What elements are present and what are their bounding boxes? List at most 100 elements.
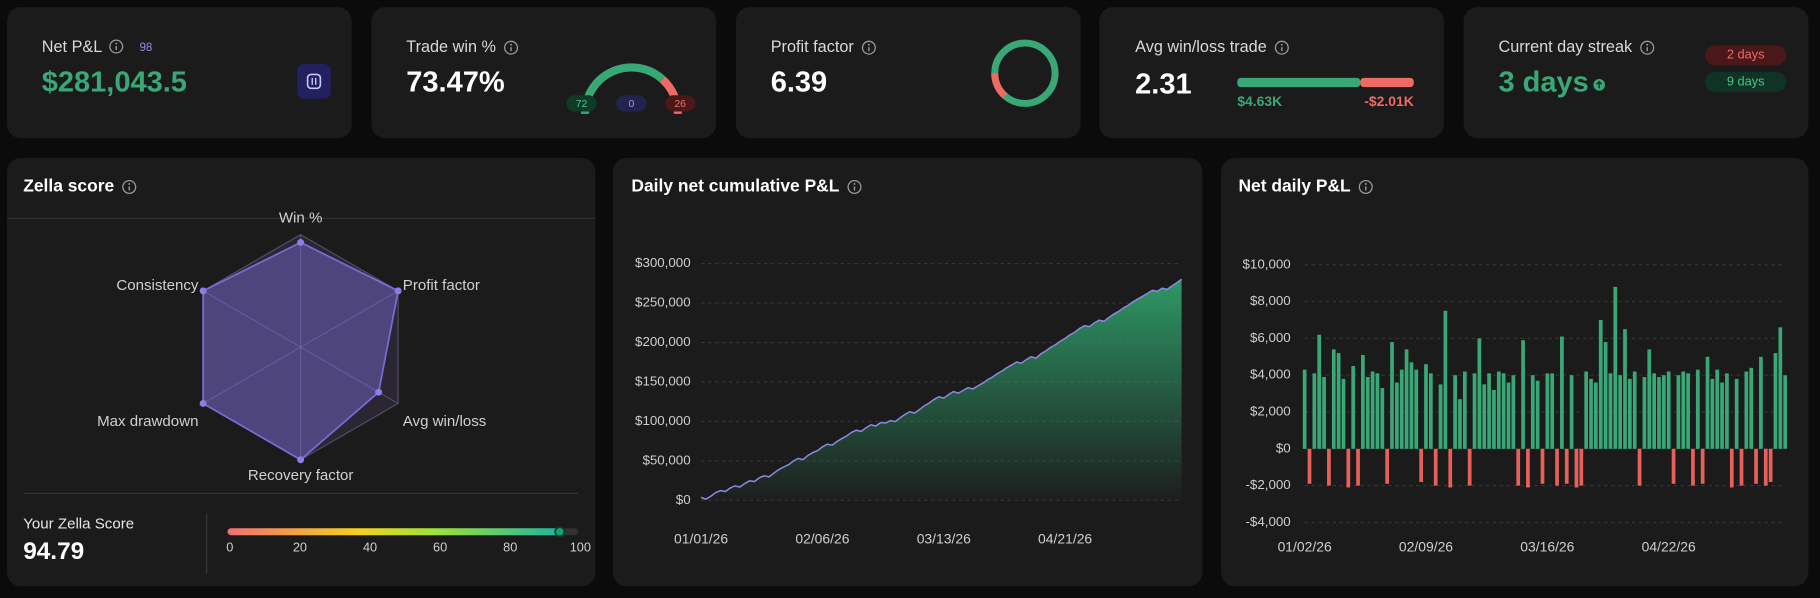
y-tick-label: $10,000 — [1243, 256, 1291, 271]
info-icon — [1646, 43, 1649, 46]
radar-spoke — [300, 346, 399, 404]
bar — [1433, 448, 1438, 486]
bar — [1535, 380, 1540, 449]
bar — [1428, 373, 1433, 449]
bar — [1361, 354, 1365, 449]
card — [1463, 7, 1809, 139]
bar — [1380, 388, 1385, 449]
bar — [1555, 448, 1559, 486]
radar-label: Consistency — [116, 277, 199, 294]
radar-point — [375, 388, 383, 396]
bar — [1370, 371, 1375, 449]
info-icon — [1364, 183, 1367, 185]
bar — [1477, 338, 1482, 449]
count-badge: 98 — [139, 41, 152, 54]
bar — [1322, 377, 1326, 449]
bar — [1472, 373, 1477, 449]
bar — [1768, 448, 1773, 482]
score-value: 94.79 — [23, 538, 84, 565]
bar — [1404, 349, 1409, 449]
score-tick-label: 100 — [570, 539, 591, 554]
bar — [1754, 448, 1758, 484]
bar — [1564, 448, 1569, 484]
bar — [1783, 375, 1788, 449]
bar — [1642, 377, 1647, 449]
radar-spoke — [300, 290, 399, 348]
info-icon — [1640, 40, 1655, 55]
info-icon — [504, 40, 519, 55]
bar — [1521, 340, 1525, 449]
bar — [1317, 334, 1322, 449]
y-tick-label: -$4,000 — [1245, 514, 1290, 529]
info-icon — [867, 43, 870, 46]
bar — [1467, 448, 1472, 486]
info-icon — [847, 179, 862, 195]
bar — [1540, 448, 1545, 484]
bar — [1763, 448, 1768, 486]
bar — [1671, 448, 1676, 484]
bar — [1589, 378, 1593, 449]
y-tick-label: $150,000 — [635, 374, 691, 389]
bar — [1715, 369, 1720, 449]
bar — [1458, 399, 1462, 449]
radar-label: Win % — [279, 209, 323, 226]
score-bar — [227, 528, 560, 536]
card-title: Net P&L — [42, 38, 103, 56]
bar — [1632, 371, 1637, 449]
line — [700, 278, 1183, 501]
win-label: $4.63K — [1237, 93, 1282, 109]
bar — [1545, 373, 1550, 449]
bar — [1613, 286, 1618, 449]
title: Avg win/loss trade — [1135, 38, 1267, 56]
bar — [1623, 329, 1627, 449]
title: Net daily P&L — [1238, 176, 1351, 196]
score-tick-label: 40 — [363, 539, 377, 554]
bar — [1637, 448, 1642, 486]
radar-label: Profit factor — [403, 277, 480, 294]
count-label: 72 — [576, 99, 588, 110]
info-icon — [861, 40, 876, 55]
y-tick-label: $0 — [1276, 440, 1291, 455]
bar — [1657, 377, 1661, 449]
bar — [1419, 448, 1423, 482]
loss-bar — [1360, 77, 1414, 88]
x-tick-label: 04/21/26 — [1038, 531, 1092, 547]
bar — [1598, 319, 1603, 449]
y-tick-label: $100,000 — [635, 413, 691, 428]
radar-point — [297, 238, 305, 246]
bar — [1356, 448, 1360, 486]
score-tick-label: 60 — [433, 539, 447, 554]
y-tick-label: $250,000 — [635, 295, 691, 310]
bar — [1686, 373, 1690, 449]
info-icon — [122, 179, 137, 195]
bar — [1516, 448, 1521, 486]
bar — [1705, 356, 1710, 449]
bar — [1584, 371, 1589, 449]
bar — [1492, 389, 1496, 449]
x-tick-label: 02/09/26 — [1399, 539, 1453, 555]
bar — [1511, 375, 1516, 449]
bar — [1506, 382, 1511, 449]
bar — [1487, 373, 1491, 449]
radar-point — [199, 399, 207, 407]
bar — [1375, 373, 1380, 449]
y-tick-label: $6,000 — [1250, 330, 1291, 345]
score-tick-label: 20 — [293, 539, 307, 554]
count-label: 26 — [674, 99, 686, 110]
bar — [1346, 448, 1351, 488]
bar — [1647, 349, 1652, 449]
y-tick-label: $0 — [676, 492, 691, 507]
bar — [1652, 373, 1656, 449]
bar — [1739, 448, 1744, 486]
y-tick-label: $8,000 — [1250, 293, 1291, 308]
bar — [1341, 378, 1346, 449]
bar — [1302, 369, 1307, 449]
bar — [1414, 369, 1419, 449]
app-icon-glyph — [306, 73, 322, 90]
bar — [1603, 342, 1608, 449]
bar — [1312, 373, 1317, 449]
count-label: 0 — [629, 99, 635, 110]
bar — [1482, 384, 1487, 449]
count-pill — [616, 95, 647, 112]
bar — [1496, 371, 1501, 449]
